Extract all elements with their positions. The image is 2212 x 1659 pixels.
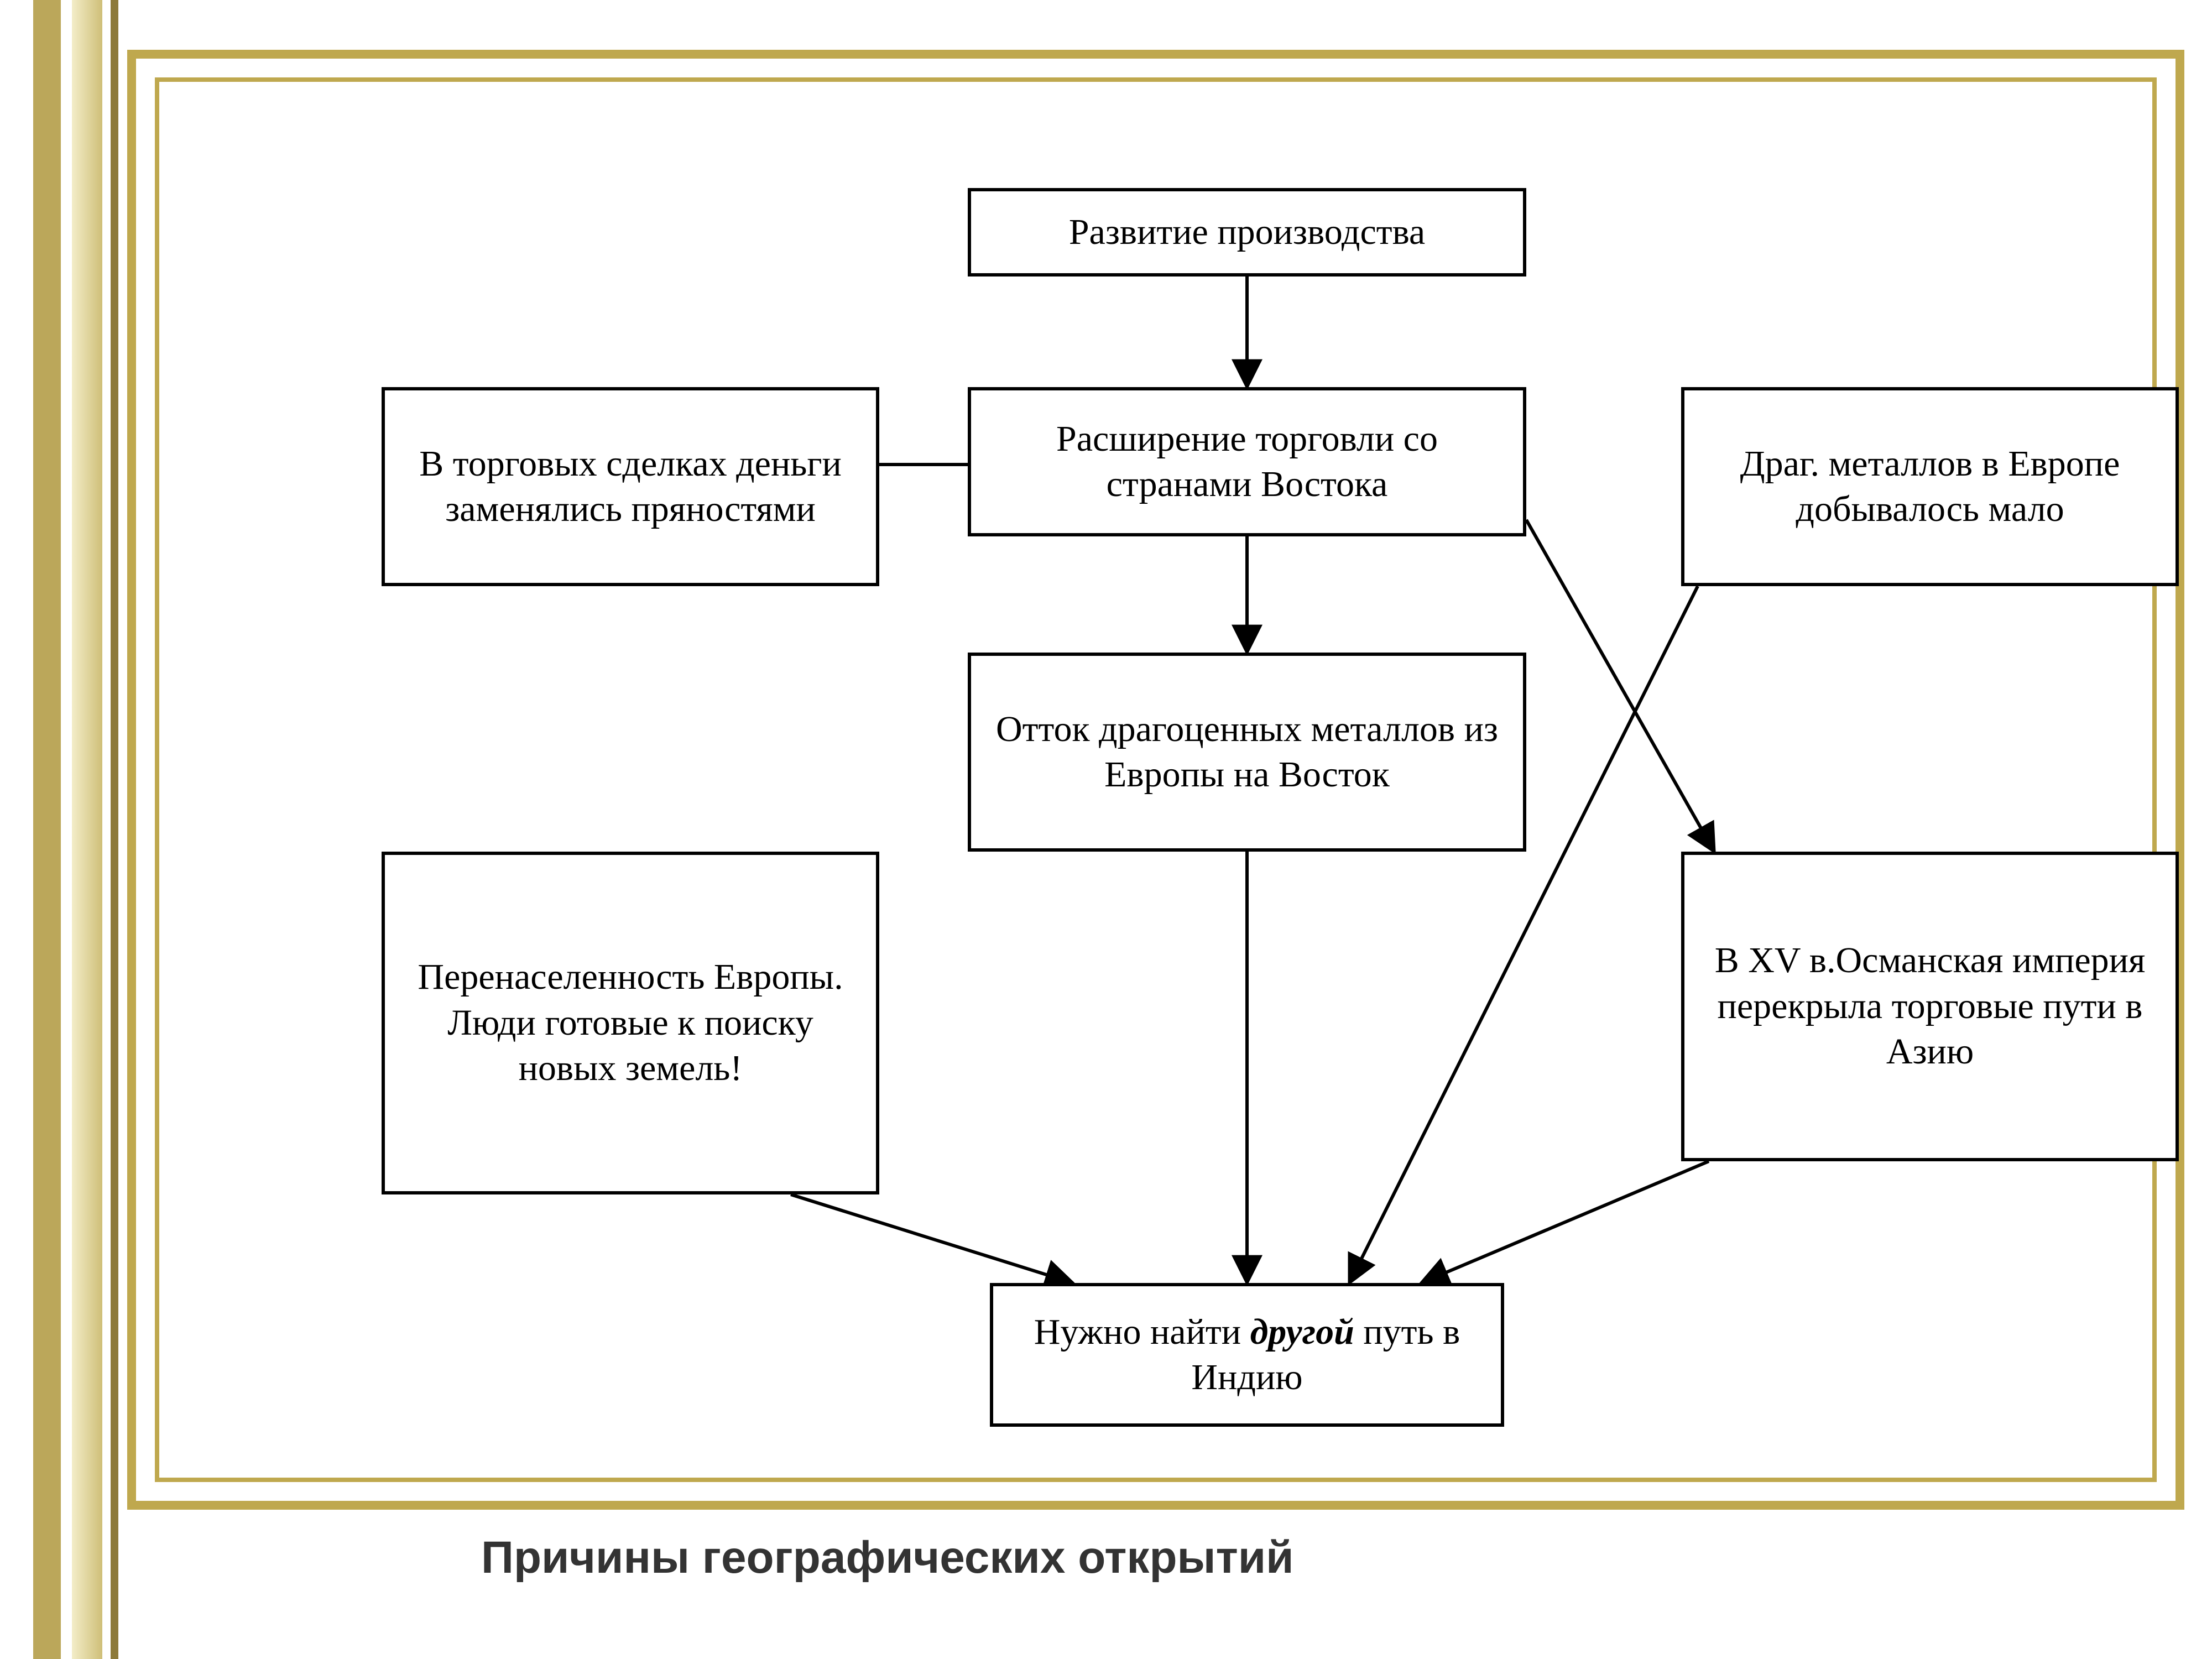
flowchart-node-label: Расширение торговли со странами Востока: [971, 411, 1523, 513]
flowchart-node-n6: Перенаселенность Европы. Люди готовые к …: [382, 852, 879, 1194]
flowchart-node-label: Отток драгоценных металлов из Европы на …: [971, 701, 1523, 804]
flowchart-node-n8: В XV в.Османская империя перекрыла торго…: [1681, 852, 2179, 1161]
flowchart-node-n5: В торговых сделках деньги заменялись пря…: [382, 387, 879, 586]
flowchart-node-n7: Драг. металлов в Европе добывалось мало: [1681, 387, 2179, 586]
flowchart-node-n3: Отток драгоценных металлов из Европы на …: [968, 653, 1526, 852]
flowchart-node-label: В XV в.Османская империя перекрыла торго…: [1684, 932, 2176, 1081]
flowchart-node-label: Развитие производства: [971, 204, 1523, 261]
flowchart-node-n1: Развитие производства: [968, 188, 1526, 276]
flowchart-node-n4: Нужно найти другой путь в Индию: [990, 1283, 1504, 1427]
decor-stripe: [72, 0, 102, 1659]
flowchart-node-label: Нужно найти другой путь в Индию: [993, 1304, 1501, 1406]
flowchart-node-label: Драг. металлов в Европе добывалось мало: [1684, 436, 2176, 538]
slide-caption: Причины географических открытий: [481, 1532, 1477, 1584]
flowchart: Развитие производства Расширение торговли…: [155, 77, 2157, 1482]
flowchart-node-label: В торговых сделках деньги заменялись пря…: [385, 436, 876, 538]
flowchart-edge: [1421, 1161, 1709, 1283]
flowchart-edge: [791, 1194, 1073, 1283]
flowchart-node-label: Перенаселенность Европы. Люди готовые к …: [385, 949, 876, 1097]
decor-stripe: [111, 0, 118, 1659]
decor-stripe: [33, 0, 61, 1659]
flowchart-node-n2: Расширение торговли со странами Востока: [968, 387, 1526, 536]
